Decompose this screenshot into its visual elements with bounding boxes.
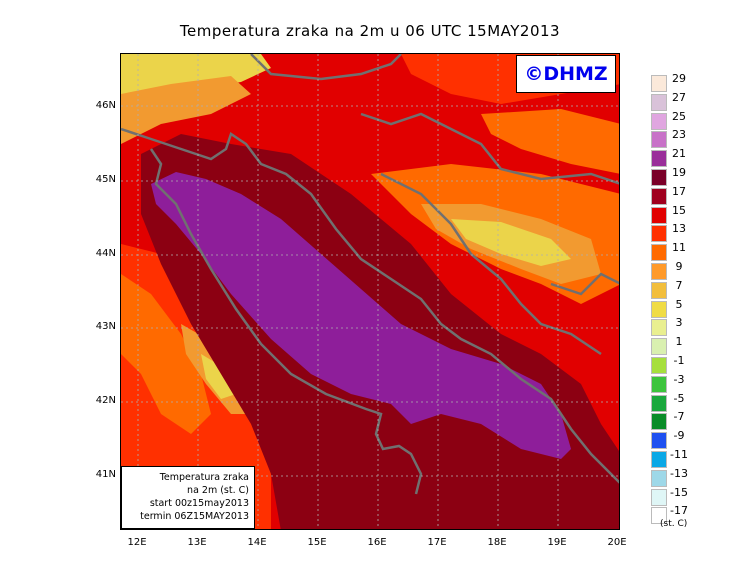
legend-swatch (651, 244, 667, 262)
legend-unit: (st. C) (660, 519, 688, 529)
lat-label-45n: 45N (95, 174, 116, 185)
info-start-time: start 00z15may2013 (149, 498, 249, 509)
northern-border (360, 112, 619, 185)
lon-label-16e: 16E (367, 537, 387, 548)
legend-swatch (651, 206, 667, 224)
pannonian-zone (481, 109, 619, 174)
legend-value: -1 (673, 354, 685, 367)
info-valid-time: termin 06Z15MAY2013 (140, 511, 249, 522)
lon-label-12e: 12E (127, 537, 147, 548)
legend-swatch (651, 150, 667, 168)
western-coastline (149, 148, 423, 495)
legend-value: -15 (670, 485, 688, 499)
lon-label-18e: 18E (487, 537, 507, 548)
run-info-box: Temperatura zraka na 2m (st. C) start 00… (121, 466, 255, 529)
serbia-border (550, 272, 619, 296)
legend-value: 7 (675, 278, 683, 292)
legend-value: 1 (675, 335, 683, 349)
info-level-unit: na 2m (st. C) (187, 485, 249, 496)
map-canvas (121, 54, 619, 529)
lat-label-43n: 43N (95, 321, 116, 332)
legend-swatch (651, 469, 667, 487)
legend-value: 21 (672, 147, 686, 161)
bosnia-border (380, 172, 602, 356)
legend-swatch (651, 131, 667, 149)
map-title: Temperatura zraka na 2m u 06 UTC 15MAY20… (179, 22, 561, 40)
legend-swatch (651, 187, 667, 205)
legend-value: -5 (673, 391, 685, 405)
legend-value: 25 (672, 109, 686, 123)
apennine-cold-zone (201, 354, 236, 399)
legend-value: 9 (675, 260, 683, 273)
legend-value: 23 (672, 128, 686, 142)
legend-value: -7 (673, 410, 685, 424)
legend-value: 29 (672, 72, 686, 85)
legend-swatch (651, 394, 667, 412)
info-variable: Temperatura zraka (159, 472, 249, 483)
temperature-map (120, 53, 620, 530)
lon-label-14e: 14E (247, 537, 267, 548)
graticule (121, 54, 619, 529)
legend-swatch (651, 300, 667, 318)
alps-mild-zone (121, 76, 251, 144)
dhmz-logo: ©DHMZ (516, 55, 616, 93)
lat-label-41n: 41N (95, 469, 116, 480)
lon-label-13e: 13E (187, 537, 207, 548)
legend-value: -3 (673, 372, 685, 386)
legend-value: -9 (673, 429, 685, 443)
legend-value: 15 (672, 203, 686, 217)
legend-swatch (651, 338, 667, 356)
legend-swatch (651, 375, 667, 393)
eastern-coastline (121, 127, 619, 484)
lon-label-19e: 19E (547, 537, 567, 548)
apennine-zone (121, 274, 211, 434)
legend-swatch (651, 432, 667, 450)
legend-value: -11 (670, 448, 688, 461)
legend-swatch (651, 319, 667, 337)
legend-value: 3 (675, 316, 683, 330)
lat-label-44n: 44N (95, 248, 116, 259)
legend-value: 11 (672, 241, 686, 255)
lon-label-15e: 15E (307, 537, 327, 548)
legend-value: 17 (672, 184, 686, 198)
legend-swatch (651, 112, 667, 130)
legend-value: 19 (672, 166, 686, 179)
lat-label-46n: 46N (95, 100, 116, 111)
legend-value: -17 (670, 504, 688, 518)
legend-swatch (651, 451, 667, 468)
legend-swatch (651, 488, 667, 506)
legend-swatch (651, 93, 667, 111)
legend-value: 5 (675, 297, 683, 311)
lat-label-42n: 42N (95, 395, 116, 406)
legend-swatch (651, 357, 667, 374)
legend-value: 13 (672, 222, 686, 236)
legend-swatch (651, 225, 667, 243)
lon-label-17e: 17E (427, 537, 447, 548)
legend-swatch (651, 169, 667, 186)
legend-swatch (651, 281, 667, 299)
legend-swatch (651, 413, 667, 431)
legend-value: -13 (670, 466, 688, 480)
alpine-border (250, 54, 402, 81)
legend-swatch (651, 507, 667, 525)
legend-value: 27 (672, 90, 686, 104)
adriatic-sea-zone (151, 172, 571, 459)
legend-swatch (651, 75, 667, 92)
legend-swatch (651, 263, 667, 280)
lon-label-20e: 20E (607, 537, 627, 548)
dinaric-cold-zone (451, 219, 571, 266)
